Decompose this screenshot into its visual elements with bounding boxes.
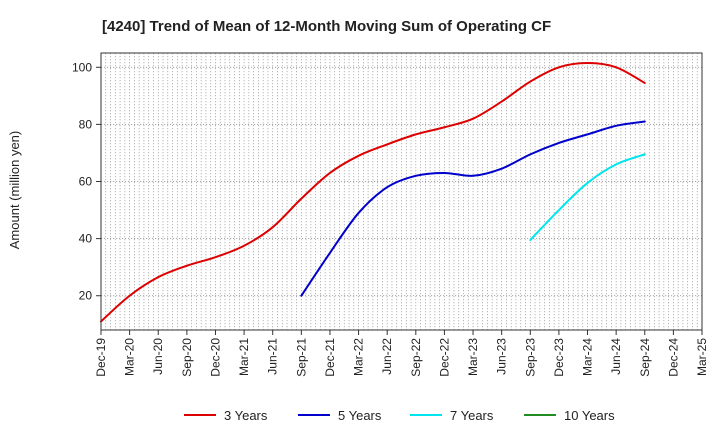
x-tick-label: Sep-24 [638,338,652,377]
x-ticks: Dec-19 Mar-20 Jun-20 Sep-20 Dec-20 Mar-21 Jun-… [94,330,709,377]
grid [100,53,703,330]
x-tick-label: Jun-20 [151,338,165,375]
x-tick-label: Jun-24 [609,338,623,375]
legend-label: 10 Years [564,408,615,423]
y-tick-label: 40 [79,232,93,246]
x-tick-label: Dec-22 [437,338,451,377]
x-tick-label: Dec-19 [94,338,108,377]
x-tick-label: Mar-25 [695,338,709,376]
y-tick-label: 100 [72,60,92,74]
legend: 3 Years 5 Years 7 Years 10 Years [184,408,615,423]
chart-title: [4240] Trend of Mean of 12-Month Moving … [102,18,551,35]
x-tick-label: Jun-22 [380,338,394,375]
y-tick-label: 20 [79,289,93,303]
series-line-3-years [100,61,646,323]
legend-label: 5 Years [338,408,382,423]
legend-label: 7 Years [450,408,494,423]
legend-label: 3 Years [224,408,268,423]
x-tick-label: Dec-23 [552,338,566,377]
x-tick-label: Dec-24 [666,338,680,377]
x-tick-label: Dec-21 [323,338,337,377]
y-axis-label: Amount (million yen) [7,131,22,250]
x-tick-label: Sep-23 [523,338,537,377]
x-tick-label: Dec-20 [208,338,222,377]
x-tick-label: Jun-23 [495,338,509,375]
y-tick-label: 80 [79,117,93,131]
x-tick-label: Sep-22 [409,338,423,377]
y-tick-label: 60 [79,175,93,189]
x-tick-label: Jun-21 [266,338,280,375]
plot-frame [100,52,703,331]
series-layer [100,61,646,323]
x-tick-label: Sep-20 [180,338,194,377]
y-ticks: 20 40 60 80 100 [72,60,101,303]
x-tick-label: Mar-24 [581,338,595,376]
x-tick-label: Mar-23 [466,338,480,376]
x-tick-label: Mar-22 [352,338,366,376]
x-tick-label: Mar-21 [237,338,251,376]
x-tick-label: Sep-21 [294,338,308,377]
x-tick-label: Mar-20 [123,338,137,376]
series-line-5-years [300,120,646,297]
series-line-7-years [529,153,646,242]
